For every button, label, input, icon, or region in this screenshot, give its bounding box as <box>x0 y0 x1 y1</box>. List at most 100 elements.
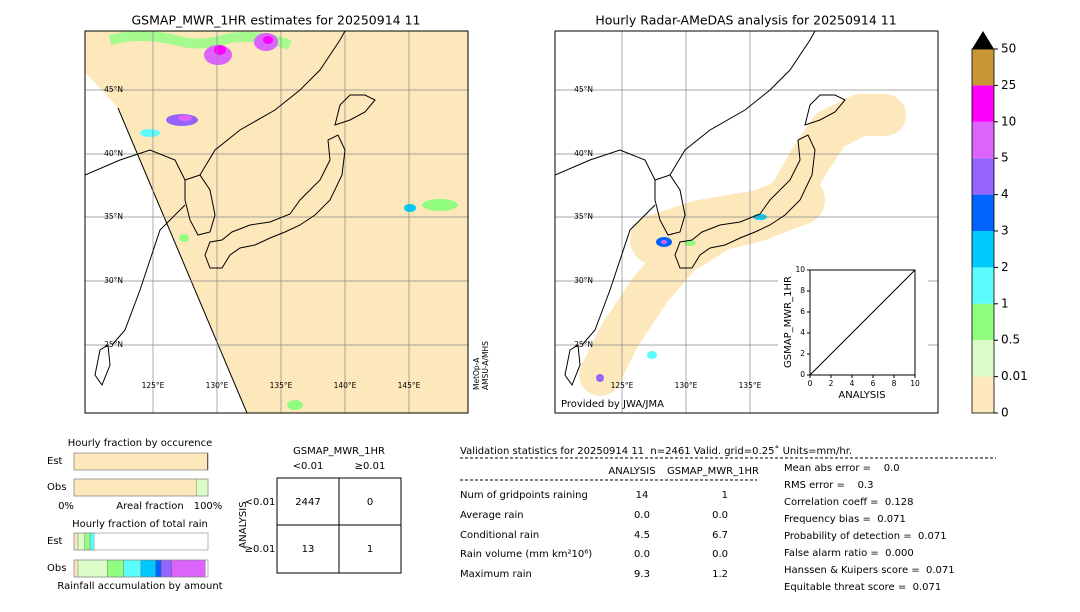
chart-footer: Rainfall accumulation by amount <box>57 581 222 592</box>
fraction-segment <box>107 559 124 578</box>
col-label: <0.01 <box>293 461 324 472</box>
gsmap-value: 1.2 <box>712 569 728 580</box>
colorbar-label: 25 <box>1001 78 1016 92</box>
lon-label: 145°E <box>398 381 421 390</box>
lon-label: 130°E <box>675 381 698 390</box>
lon-label: 140°E <box>334 381 357 390</box>
x-tick-label: 10 <box>910 379 920 388</box>
bar-frame <box>73 452 209 471</box>
colorbar-label: 3 <box>1001 224 1009 238</box>
colorbar-segment <box>972 231 994 268</box>
sensor-label: AMSU-A/MHS <box>481 341 490 390</box>
colorbar-label: 0.01 <box>1001 369 1028 383</box>
left-map <box>85 31 468 413</box>
fraction-segment <box>123 559 142 578</box>
fraction-segment <box>196 478 209 497</box>
row-name: Conditional rain <box>460 530 539 541</box>
cell: 13 <box>302 544 315 555</box>
lon-label: 130°E <box>206 381 229 390</box>
colorbar-segment <box>972 85 994 122</box>
diagonal <box>809 269 916 376</box>
axis-label: Areal fraction <box>116 501 183 512</box>
lat-label: 40°N <box>574 149 593 158</box>
row-name: Maximum rain <box>460 569 532 580</box>
analysis-value: 0.0 <box>634 510 650 521</box>
bar-frame <box>73 559 209 578</box>
x-tick-label: 4 <box>850 379 855 388</box>
contingency-table: GSMAP_MWR_1HR <0.01 ≥0.01 ANALYSIS <0.01… <box>238 446 402 574</box>
x-tick-label: 6 <box>871 379 876 388</box>
column-header: GSMAP_MWR_1HR <box>667 466 759 477</box>
row-title: ANALYSIS <box>238 501 249 548</box>
y-tick-label: 6 <box>800 307 805 316</box>
gsmap-value: 6.7 <box>712 530 728 541</box>
colorbar-segment <box>972 267 994 304</box>
analysis-value: 0.0 <box>634 549 650 560</box>
fraction-segment <box>155 559 162 578</box>
chart-title: Hourly fraction by occurence <box>68 438 212 449</box>
validation-stats: Validation statistics for 20250914 11 n=… <box>460 445 996 593</box>
colorbar-segment <box>972 303 994 341</box>
score: Equitable threat score = 0.071 <box>784 582 941 593</box>
y-tick-label: 2 <box>800 349 805 358</box>
row-label: <0.01 <box>245 497 276 508</box>
fraction-segment <box>140 559 156 578</box>
colorbar-segment <box>972 158 994 195</box>
colorbar-label: 0 <box>1001 406 1009 420</box>
lat-label: 35°N <box>104 212 123 221</box>
fraction-segment <box>73 559 79 578</box>
colorbar-extend <box>972 31 994 49</box>
colorbar-segment <box>972 194 994 231</box>
x-label: ANALYSIS <box>838 390 885 401</box>
colorbar: 0 0.01 0.5 1 2 3 4 5 10 25 50 <box>971 31 1028 420</box>
analysis-value: 9.3 <box>634 569 650 580</box>
y-tick-label: 0 <box>800 370 805 379</box>
fraction-segment <box>160 559 172 578</box>
colorbar-segment <box>972 49 994 86</box>
chart-title: Hourly fraction of total rain <box>72 519 208 530</box>
lon-label: 125°E <box>611 381 634 390</box>
credit: Provided by JWA/JMA <box>561 399 664 410</box>
column-header: ANALYSIS <box>608 466 655 477</box>
lon-label: 135°E <box>270 381 293 390</box>
colorbar-label: 0.5 <box>1001 333 1020 347</box>
left-map-title: GSMAP_MWR_1HR estimates for 20250914 11 <box>132 13 421 28</box>
score: False alarm ratio = 0.000 <box>784 548 914 559</box>
lat-label: 40°N <box>104 149 123 158</box>
gsmap-value: 0.0 <box>712 510 728 521</box>
y-label: GSMAP_MWR_1HR <box>783 276 794 368</box>
colorbar-segment <box>972 121 994 159</box>
y-tick-label: 4 <box>800 328 805 337</box>
lat-label: 30°N <box>574 276 593 285</box>
axis-label: 0% <box>58 501 74 512</box>
colorbar-label: 4 <box>1001 187 1009 201</box>
x-tick-label: 0 <box>808 379 813 388</box>
fraction-segment <box>73 452 208 471</box>
row-label: ≥0.01 <box>245 544 276 555</box>
left-map-frame <box>84 30 469 414</box>
colorbar-label: 1 <box>1001 296 1009 310</box>
row-label: Obs <box>47 482 66 493</box>
right-map-title: Hourly Radar-AMeDAS analysis for 2025091… <box>595 13 896 28</box>
fraction-segment <box>171 559 206 578</box>
fraction-segment <box>84 532 91 551</box>
bar-frame <box>73 478 209 497</box>
x-tick-label: 2 <box>829 379 834 388</box>
lat-label: 35°N <box>574 212 593 221</box>
cell: 2447 <box>295 497 320 508</box>
score: RMS error = 0.3 <box>784 480 874 491</box>
cell: 1 <box>367 544 373 555</box>
y-tick-label: 8 <box>800 286 805 295</box>
inset-scatter: 00 2 2 4 4 6 6 8 8 10 10 ANALYSIS GSMAP_MWR_1HR <box>783 265 920 401</box>
score: Frequency bias = 0.071 <box>784 514 906 525</box>
table-title: GSMAP_MWR_1HR <box>293 446 385 457</box>
analysis-value: 4.5 <box>634 530 650 541</box>
lat-label: 45°N <box>574 85 593 94</box>
colorbar-label: 50 <box>1001 42 1016 56</box>
lat-label: 45°N <box>104 85 123 94</box>
colorbar-label: 5 <box>1001 151 1009 165</box>
row-label: Est <box>47 456 63 467</box>
bar-frame <box>73 532 209 551</box>
